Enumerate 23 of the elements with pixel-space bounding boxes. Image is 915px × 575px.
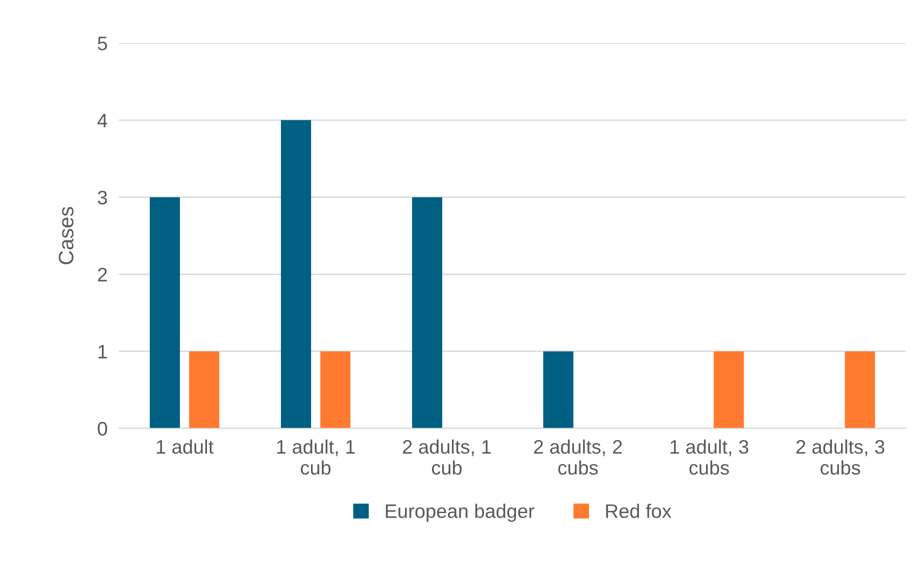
bar <box>543 351 574 428</box>
bar <box>412 197 442 428</box>
x-tick-label: 1 adult, 1 cub <box>277 439 355 475</box>
x-tick-label: 1 adult <box>156 439 214 454</box>
x-tick-label: 2 adults, 3 cubs <box>796 439 884 475</box>
x-tick-label: 2 adults, 1 cub <box>402 439 491 475</box>
bar <box>150 197 180 428</box>
bar <box>844 351 876 428</box>
y-tick-label: 2 <box>98 268 107 282</box>
y-tick-label: 1 <box>98 344 107 358</box>
bar <box>189 351 220 428</box>
x-tick-label: 2 adults, 2 cubs <box>534 439 622 475</box>
y-tick-label: 5 <box>98 36 108 50</box>
legend-label: Red fox <box>606 504 672 518</box>
bar <box>714 351 744 428</box>
y-tick-label: 3 <box>98 190 107 204</box>
y-tick-label: 4 <box>97 114 108 128</box>
x-tick-label: 1 adult, 3 cubs <box>670 439 748 475</box>
bar <box>320 351 350 428</box>
legend-label: European badger <box>386 504 534 522</box>
bar <box>280 120 312 428</box>
y-axis-title: Cases <box>58 206 74 264</box>
y-tick-label: 0 <box>98 422 108 436</box>
